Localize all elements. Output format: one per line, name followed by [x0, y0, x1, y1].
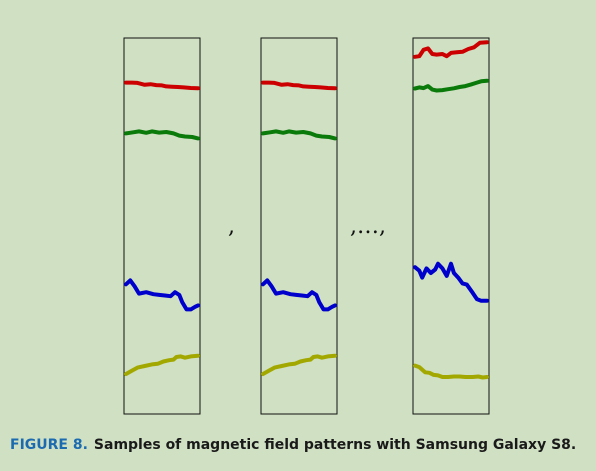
field-pattern-line-1: [126, 83, 198, 89]
field-pattern-line-3: [263, 280, 335, 309]
field-pattern-line-3: [126, 280, 198, 309]
figure-caption: FIGURE 8. Samples of magnetic field patte…: [10, 437, 590, 453]
field-pattern-line-3: [415, 264, 487, 301]
figure: , ,…,: [0, 0, 596, 430]
figure-svg: , ,…,: [0, 0, 596, 430]
caption-label: FIGURE 8.: [10, 437, 88, 453]
panel-sample-2: [261, 38, 337, 414]
field-pattern-line-2: [263, 131, 335, 138]
field-pattern-line-4: [263, 356, 335, 374]
field-pattern-line-4: [126, 356, 198, 374]
field-pattern-line-2: [415, 81, 487, 91]
field-pattern-line-1: [415, 42, 487, 57]
panel-sample-1: [124, 38, 200, 414]
field-pattern-line-1: [263, 83, 335, 89]
field-pattern-line-4: [415, 366, 487, 378]
separator-ellipsis: ,…,: [350, 214, 386, 239]
caption-text: Samples of magnetic field patterns with …: [94, 437, 576, 453]
panel-frame: [413, 38, 489, 414]
field-pattern-line-2: [126, 131, 198, 138]
separator-comma: ,: [228, 214, 235, 239]
panel-sample-n: [413, 38, 489, 414]
